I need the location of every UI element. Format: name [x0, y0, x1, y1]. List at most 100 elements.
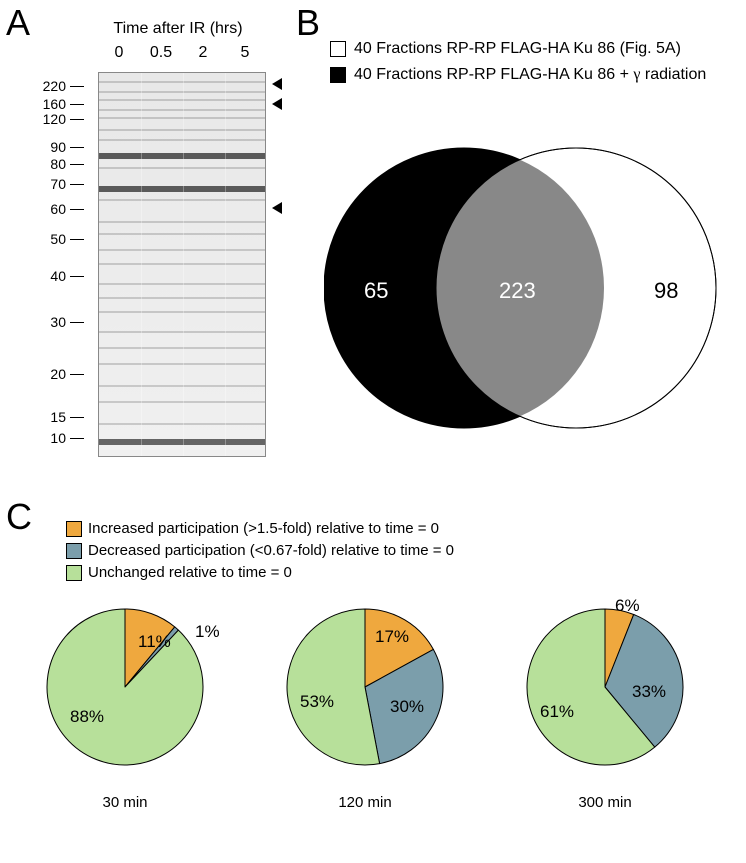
gel-band-faint: [99, 363, 265, 365]
mw-tick: [70, 209, 84, 210]
mw-tick: [70, 276, 84, 277]
mw-tick: [70, 239, 84, 240]
pie-time-label: 30 min: [40, 794, 210, 811]
venn-legend-white: 40 Fractions RP-RP FLAG-HA Ku 86 (Fig. 5…: [330, 40, 681, 58]
venn-legend-black: 40 Fractions RP-RP FLAG-HA Ku 86 + γ rad…: [330, 66, 706, 84]
mw-tick: [70, 119, 84, 120]
gel-band-faint: [99, 233, 265, 235]
pie-chart: [280, 602, 450, 772]
mw-label: 120: [43, 111, 66, 127]
gel-band-dark: [99, 153, 265, 159]
legend-text: Increased participation (>1.5-fold) rela…: [88, 520, 439, 537]
legend-text-white: 40 Fractions RP-RP FLAG-HA Ku 86 (Fig. 5…: [354, 40, 681, 58]
gel-band-faint: [99, 81, 265, 83]
gel-band-faint: [99, 199, 265, 201]
pie-percent-label: 6%: [615, 596, 640, 616]
gel-lane-labels: 00.525: [98, 44, 266, 62]
gel-lane-separator: [225, 73, 226, 456]
legend-text: Decreased participation (<0.67-fold) rel…: [88, 542, 454, 559]
legend-square: [66, 543, 82, 559]
gel-band-faint: [99, 91, 265, 93]
pie-percent-label: 61%: [540, 702, 574, 722]
legend-square-black: [330, 67, 346, 83]
panel-label-b: B: [296, 2, 320, 44]
gel-band-faint: [99, 109, 265, 111]
pie-percent-label: 88%: [70, 707, 104, 727]
arrowhead-icon: [272, 98, 282, 110]
mw-label: 20: [50, 366, 66, 382]
gel-lane-label: 0: [98, 44, 140, 62]
gel-lane-separator: [141, 73, 142, 456]
arrowhead-icon: [272, 202, 282, 214]
gel-band-faint: [99, 167, 265, 169]
pie-percent-label: 11%: [138, 632, 171, 652]
gel-band-faint: [99, 117, 265, 119]
venn-diagram: 6522398: [324, 128, 724, 448]
pie-legend-row: Increased participation (>1.5-fold) rela…: [66, 520, 439, 537]
gel-lane-separator: [183, 73, 184, 456]
gel-lane-label: 2: [182, 44, 224, 62]
gel-band-dark: [99, 186, 265, 192]
gel-image: [98, 72, 266, 457]
mw-label: 80: [50, 156, 66, 172]
mw-tick: [70, 417, 84, 418]
mw-label: 220: [43, 78, 66, 94]
pie-percent-label: 17%: [375, 627, 409, 647]
mw-tick: [70, 86, 84, 87]
gel-band-faint: [99, 297, 265, 299]
mw-label: 40: [50, 268, 66, 284]
pie-percent-label: 1%: [195, 622, 220, 642]
pie-time-label: 300 min: [520, 794, 690, 811]
mw-label: 90: [50, 139, 66, 155]
mw-tick: [70, 438, 84, 439]
mw-label: 50: [50, 231, 66, 247]
mw-tick: [70, 104, 84, 105]
gel-band-faint: [99, 99, 265, 101]
mw-tick: [70, 322, 84, 323]
legend-square-white: [330, 41, 346, 57]
gel-lane-label: 5: [224, 44, 266, 62]
mw-label: 15: [50, 409, 66, 425]
mw-labels: 220 160120 9080 70 60 50 40 30 20 15 10: [30, 72, 66, 457]
venn-label: 65: [364, 278, 388, 303]
gel-band-faint: [99, 331, 265, 333]
pie-legend-row: Unchanged relative to time = 0: [66, 564, 292, 581]
mw-label: 10: [50, 430, 66, 446]
gel-band-faint: [99, 401, 265, 403]
panel-label-c: C: [6, 496, 32, 538]
mw-label: 70: [50, 176, 66, 192]
mw-label: 160: [43, 96, 66, 112]
arrowhead-icon: [272, 78, 282, 90]
gel-band-faint: [99, 129, 265, 131]
mw-tick: [70, 147, 84, 148]
gel-band-dark: [99, 439, 265, 445]
panel-label-a: A: [6, 2, 30, 44]
gel-band-faint: [99, 249, 265, 251]
gel-band-faint: [99, 263, 265, 265]
gel-band-faint: [99, 283, 265, 285]
mw-tick: [70, 374, 84, 375]
pie-percent-label: 53%: [300, 692, 334, 712]
gel-band-faint: [99, 221, 265, 223]
legend-square: [66, 521, 82, 537]
pie-chart: [40, 602, 210, 772]
pie-time-label: 120 min: [280, 794, 450, 811]
gel-lane-label: 0.5: [140, 44, 182, 62]
pie-legend-row: Decreased participation (<0.67-fold) rel…: [66, 542, 454, 559]
legend-square: [66, 565, 82, 581]
gel-title: Time after IR (hrs): [88, 20, 268, 38]
mw-label: 60: [50, 201, 66, 217]
pie-percent-label: 33%: [632, 682, 666, 702]
venn-label: 98: [654, 278, 678, 303]
gel-band-faint: [99, 347, 265, 349]
legend-text-black: 40 Fractions RP-RP FLAG-HA Ku 86 + γ rad…: [354, 66, 706, 84]
mw-label: 30: [50, 314, 66, 330]
gel-band-faint: [99, 423, 265, 425]
gel-band-faint: [99, 139, 265, 141]
mw-tick: [70, 184, 84, 185]
legend-text: Unchanged relative to time = 0: [88, 564, 292, 581]
gel-band-faint: [99, 311, 265, 313]
pie-percent-label: 30%: [390, 697, 424, 717]
mw-tick: [70, 164, 84, 165]
gel-band-faint: [99, 385, 265, 387]
